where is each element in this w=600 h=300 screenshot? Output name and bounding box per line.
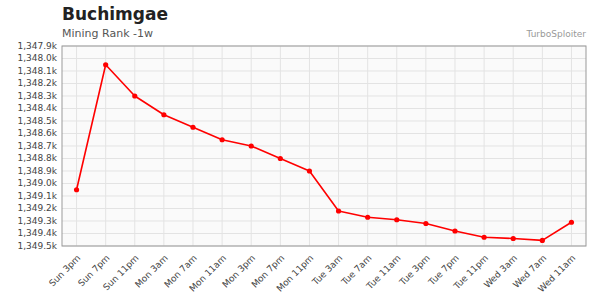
- x-tick-label: Tue 3am: [310, 253, 345, 288]
- y-tick-label: 1,348.3k: [17, 91, 57, 101]
- y-tick-label: 1,348.8k: [17, 153, 57, 163]
- point: [220, 137, 225, 142]
- y-grid-line: [62, 158, 586, 159]
- watermark: TurboSploiter: [526, 29, 587, 39]
- point: [307, 168, 312, 173]
- y-tick-label: 1,348.9k: [17, 166, 57, 176]
- line: [77, 65, 572, 241]
- x-grid-line: [309, 46, 310, 246]
- y-tick-label: 1,349.0k: [17, 178, 57, 188]
- x-grid-line: [513, 46, 514, 246]
- x-grid-line: [425, 46, 426, 246]
- x-grid-line: [338, 46, 339, 246]
- x-grid-line: [484, 46, 485, 246]
- point: [132, 93, 137, 98]
- y-tick-label: 1,348.0k: [17, 53, 57, 63]
- point: [74, 187, 79, 192]
- y-tick-label: 1,348.5k: [17, 116, 57, 126]
- x-grid-line: [163, 46, 164, 246]
- point: [190, 125, 195, 130]
- point: [482, 235, 487, 240]
- y-grid-line: [62, 58, 586, 59]
- point: [336, 208, 341, 213]
- marks: [74, 62, 574, 243]
- y-grid-line: [62, 221, 586, 222]
- y-grid-line: [62, 71, 586, 72]
- y-grid-line: [62, 83, 586, 84]
- y-tick-label: 1,347.9k: [17, 41, 57, 51]
- y-tick-label: 1,348.1k: [17, 66, 57, 76]
- point: [103, 62, 108, 67]
- x-grid-line: [222, 46, 223, 246]
- y-tick-label: 1,348.2k: [17, 78, 57, 88]
- x-grid-line: [571, 46, 572, 246]
- x-tick-label: Mon 11pm: [275, 253, 316, 294]
- y-tick-label: 1,349.5k: [17, 241, 57, 251]
- plot-area: [62, 46, 586, 246]
- point: [511, 236, 516, 241]
- point: [365, 215, 370, 220]
- y-grid-line: [62, 121, 586, 122]
- x-tick-label: Tue 11am: [364, 253, 403, 292]
- subtitle: Mining Rank -1w: [62, 27, 153, 40]
- x-grid-line: [134, 46, 135, 246]
- x-grid-line: [455, 46, 456, 246]
- y-tick-label: 1,348.6k: [17, 128, 57, 138]
- y-grid-line: [62, 171, 586, 172]
- y-tick-label: 1,349.1k: [17, 191, 57, 201]
- y-grid-line: [62, 96, 586, 97]
- x-grid-line: [76, 46, 77, 246]
- point: [423, 221, 428, 226]
- y-grid-line: [62, 146, 586, 147]
- y-grid-line: [62, 196, 586, 197]
- title: Buchimgae: [62, 4, 168, 24]
- x-grid-line: [542, 46, 543, 246]
- grid: [62, 46, 586, 246]
- chart: Buchimgae Mining Rank -1w TurboSploiter 1,3…: [0, 0, 600, 300]
- x-tick-label: Wed 11am: [536, 253, 577, 294]
- y-grid-line: [62, 208, 586, 209]
- point: [278, 156, 283, 161]
- point: [161, 112, 166, 117]
- x-tick-label: Sun 11pm: [101, 253, 141, 293]
- x-tick-label: Tue 3pm: [397, 253, 432, 288]
- point: [394, 217, 399, 222]
- point: [249, 143, 254, 148]
- y-grid-line: [62, 133, 586, 134]
- y-tick-label: 1,348.4k: [17, 103, 57, 113]
- y-tick-label: 1,348.7k: [17, 141, 57, 151]
- plot-frame: [62, 46, 586, 246]
- x-tick-label: Mon 11am: [187, 253, 228, 294]
- y-tick-label: 1,349.4k: [17, 228, 57, 238]
- y-grid-line: [62, 108, 586, 109]
- y-grid-line: [62, 183, 586, 184]
- x-grid-line: [193, 46, 194, 246]
- y-tick-label: 1,349.2k: [17, 203, 57, 213]
- point: [569, 220, 574, 225]
- point: [540, 238, 545, 243]
- y-grid-line: [62, 233, 586, 234]
- x-grid-line: [280, 46, 281, 246]
- y-tick-label: 1,349.3k: [17, 216, 57, 226]
- x-grid-line: [396, 46, 397, 246]
- x-grid-line: [105, 46, 106, 246]
- point: [452, 228, 457, 233]
